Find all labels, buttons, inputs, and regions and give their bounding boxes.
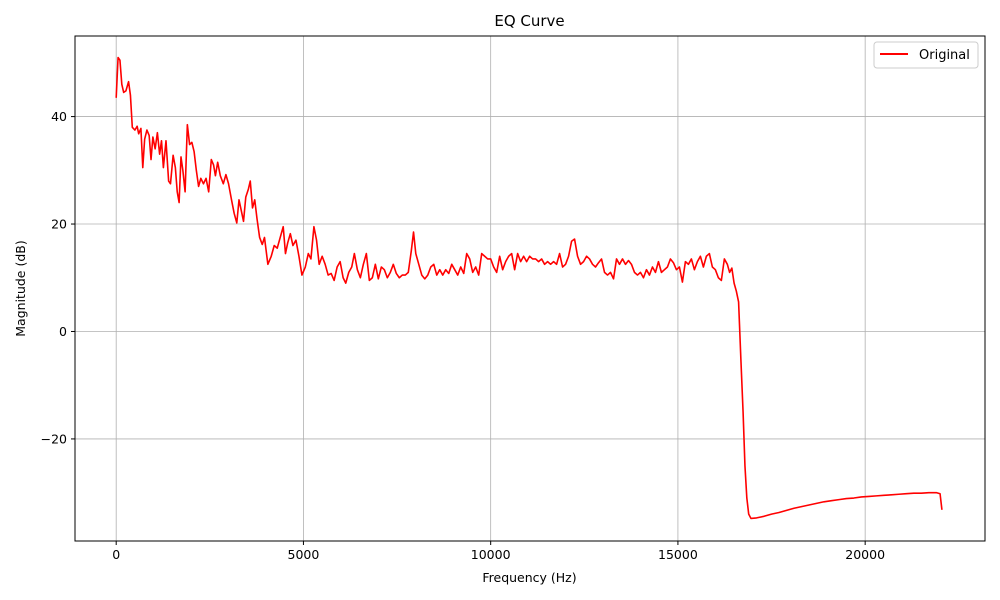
y-tick-label: −20 xyxy=(41,431,67,446)
x-tick-label: 20000 xyxy=(845,547,885,562)
x-tick-label: 15000 xyxy=(658,547,698,562)
y-tick-label: 40 xyxy=(51,109,67,124)
x-tick-label: 5000 xyxy=(288,547,320,562)
y-tick-label: 0 xyxy=(59,324,67,339)
chart-title: EQ Curve xyxy=(494,12,564,30)
y-tick-label: 20 xyxy=(51,217,67,232)
legend: Original xyxy=(873,41,979,69)
series-line-original xyxy=(115,56,943,520)
x-axis-ticks: 0 5000 10000 15000 20000 xyxy=(112,541,885,562)
legend-box xyxy=(873,41,979,69)
y-axis-label: Magnitude (dB) xyxy=(13,240,28,336)
y-axis-ticks: −20 0 20 40 xyxy=(41,109,75,446)
legend-label-original: Original xyxy=(919,48,970,63)
grid-lines xyxy=(75,36,985,541)
x-axis-label: Frequency (Hz) xyxy=(482,570,576,585)
series-layer xyxy=(115,56,943,520)
plot-frame xyxy=(74,35,986,542)
x-tick-label: 0 xyxy=(112,547,120,562)
x-tick-label: 10000 xyxy=(471,547,511,562)
